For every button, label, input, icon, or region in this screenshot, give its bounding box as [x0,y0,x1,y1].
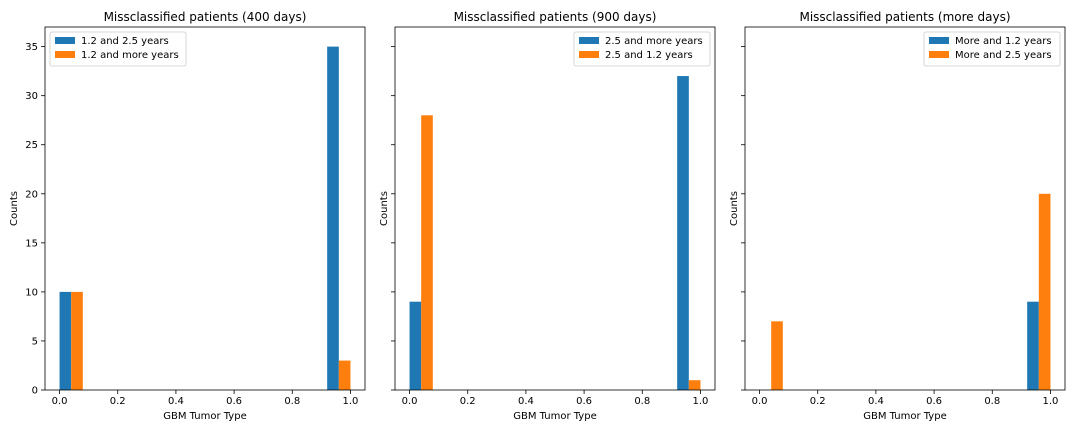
x-tick-label: 0.6 [926,396,942,407]
chart-panel-2: 0.0 0.2 0.4 0.6 0.8 1.0 Missclassified patient… [379,10,716,422]
x-tick-label: 0.0 [402,396,418,407]
bar-1-2-1 [71,291,83,390]
x-tick-label: 0.4 [168,396,184,407]
y-tick-label: 15 [25,238,38,249]
x-tick-label: 0.8 [634,396,650,407]
x-tick-label: 1.0 [343,396,359,407]
x-tick-label: 1.0 [1043,396,1059,407]
chart-panel-1: 0.0 0.2 0.4 0.6 0.8 1.0 0 5 10 15 20 25 30 35 Missclas… [9,10,366,422]
bar-3-1-1 [1027,301,1039,390]
x-tick-label: 0.8 [984,396,1000,407]
y-axis-label: Counts [379,191,390,226]
legend-box [923,31,1061,67]
legend: 1.2 and 2.5 years 1.2 and more years [49,31,187,67]
bar-1-2-2 [338,360,351,390]
y-axis-label: Counts [9,191,20,226]
bar-2-1-1 [409,301,422,390]
x-axis-label: GBM Tumor Type [513,411,596,422]
legend-box [573,31,711,67]
legend-label: More and 2.5 years [955,50,1052,61]
x-tick-label: 0.2 [460,396,476,407]
axes-frame [44,26,366,391]
y-tick-label: 25 [25,140,38,151]
x-tick-label: 0.4 [868,396,884,407]
bar-3-2-2 [1038,193,1051,390]
legend-label: 2.5 and more years [605,36,703,47]
y-tick-label: 35 [25,42,38,53]
legend: 2.5 and more years 2.5 and 1.2 years [573,31,711,67]
y-tick-label: 20 [25,189,38,200]
axes-frame [394,26,716,391]
x-tick-label: 0.8 [284,396,300,407]
bar-1-1-1 [59,291,72,390]
legend-label: 1.2 and 2.5 years [81,36,169,47]
y-tick-label: 30 [25,91,38,102]
x-axis-label: GBM Tumor Type [863,411,946,422]
chart-title: Missclassified patients (more days) [799,10,1010,24]
bar-2-1-2 [677,76,689,391]
legend-label: 2.5 and 1.2 years [605,50,693,61]
legend-swatch [579,51,599,58]
x-tick-label: 0.6 [226,396,242,407]
bar-2-2-1 [421,115,433,391]
legend: More and 1.2 years More and 2.5 years [923,31,1061,67]
y-tick-label: 10 [25,287,38,298]
legend-swatch [55,51,75,58]
y-axis-label: Counts [729,191,740,226]
y-tick-label: 5 [32,336,38,347]
chart-panel-3: 0.0 0.2 0.4 0.6 0.8 1.0 Missclassified patient… [729,10,1066,422]
legend-swatch [929,51,949,58]
chart-title: Missclassified patients (400 days) [104,10,307,24]
x-tick-label: 0.0 [52,396,68,407]
bar-1-1-2 [327,46,339,391]
x-axis-label: GBM Tumor Type [163,411,246,422]
axes-frame [744,26,1066,391]
legend-swatch [55,37,75,44]
legend-swatch [579,37,599,44]
chart-title: Missclassified patients (900 days) [454,10,657,24]
x-tick-label: 0.0 [752,396,768,407]
x-tick-label: 1.0 [693,396,709,407]
x-tick-label: 0.2 [110,396,126,407]
x-tick-label: 0.4 [518,396,534,407]
legend-box [49,31,187,67]
legend-label: 1.2 and more years [81,50,179,61]
legend-swatch [929,37,949,44]
legend-label: More and 1.2 years [955,36,1052,47]
bar-2-2-2 [688,380,701,390]
x-tick-label: 0.6 [576,396,592,407]
y-tick-label: 0 [32,386,38,397]
bar-3-2-1 [771,321,783,390]
x-tick-label: 0.2 [810,396,826,407]
